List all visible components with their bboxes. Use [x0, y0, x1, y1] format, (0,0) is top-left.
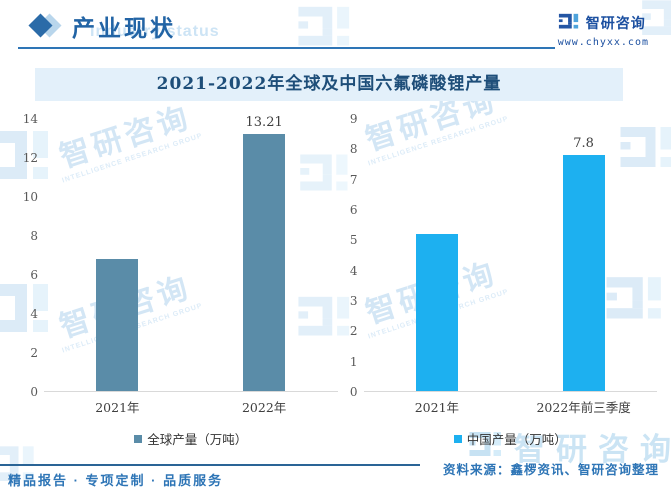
- bars-container: 7.8: [364, 119, 658, 391]
- y-tick-label: 3: [349, 294, 358, 308]
- footer-divider: [0, 464, 420, 466]
- diamond-icon: [28, 10, 62, 42]
- bar-2022年: [243, 134, 286, 391]
- x-axis-label: 2021年: [414, 400, 460, 415]
- y-tick-label: 5: [349, 233, 358, 248]
- y-tick-label: 2: [349, 324, 358, 339]
- bars-container: 13.21: [44, 115, 338, 391]
- plot-area: 13.21: [44, 115, 338, 392]
- header-divider: [18, 47, 555, 49]
- x-axis-label: 2022年: [241, 400, 287, 415]
- section-header: Industry status 产业现状: [28, 8, 219, 44]
- y-tick-label: 4: [349, 263, 358, 278]
- plot-area: 7.8: [363, 119, 658, 392]
- chart-title-band: 2021-2022年全球及中国六氟磷酸锂产量: [35, 68, 623, 101]
- y-tick-label: 9: [349, 112, 358, 126]
- bar-2022年前三季度: [562, 155, 605, 391]
- chart-global-production: 0 2 4 6 8 10 12 14 13.21 2021年 2022年 全球产量（万吨）: [18, 111, 338, 448]
- legend-label: 全球产量（万吨）: [147, 432, 248, 447]
- section-title: 产业现状: [72, 15, 176, 41]
- y-tick-label: 2: [30, 346, 38, 360]
- y-tick-label: 8: [349, 142, 358, 157]
- x-axis-label: 2022年前三季度: [536, 400, 631, 415]
- y-tick-label: 4: [30, 307, 38, 321]
- y-tick-label: 0: [349, 385, 358, 399]
- bar-value-label: 7.8: [573, 136, 594, 152]
- x-axis-labels: 2021年 2022年: [44, 392, 338, 416]
- legend-swatch: [134, 434, 143, 443]
- bar-2021年: [415, 233, 458, 391]
- bar-slot: 7.8: [510, 119, 657, 391]
- x-axis-label: 2021年: [95, 400, 140, 415]
- chart-title: 2021-2022年全球及中国六氟磷酸锂产量: [156, 74, 502, 94]
- y-tick-label: 12: [22, 151, 38, 165]
- chart-china-production: 0 1 2 3 4 5 6 7 8 9 7.8 2021年 2022年前三季度 中国产量（万吨）: [338, 111, 658, 448]
- brand-url: www.chyxx.com: [557, 37, 649, 48]
- y-axis: 0 2 4 6 8 10 12 14: [18, 112, 44, 399]
- footer-services-text: 精品报告 · 专项定制 · 品质服务: [8, 473, 224, 488]
- y-tick-label: 8: [30, 229, 38, 243]
- y-axis: 0 1 2 3 4 5 6 7 8 9: [338, 112, 364, 399]
- bar-2021年: [96, 258, 139, 391]
- data-source-note: 资料来源：鑫椤资讯、智研咨询整理: [442, 463, 659, 477]
- legend-swatch: [453, 434, 462, 443]
- header-ghost-text: Industry status: [90, 23, 220, 40]
- bar-value-label: 13.21: [245, 115, 283, 131]
- bar-slot: [364, 119, 511, 391]
- y-tick-label: 10: [22, 190, 38, 204]
- x-axis-labels: 2021年 2022年前三季度: [364, 392, 658, 416]
- y-tick-label: 6: [349, 203, 358, 217]
- bar-slot: [44, 119, 191, 391]
- page-header: Industry status 产业现状 智研咨询 www.chyxx.com: [0, 0, 671, 50]
- bar-slot: 13.21: [191, 115, 338, 391]
- y-tick-label: 14: [22, 112, 38, 126]
- y-tick-label: 0: [30, 385, 38, 399]
- brand-logo-block: 智研咨询 www.chyxx.com: [558, 12, 649, 48]
- y-tick-label: 6: [30, 268, 38, 282]
- zhiyan-logo-icon: [558, 12, 580, 34]
- brand-name: 智研咨询: [585, 15, 646, 31]
- legend-china: 中国产量（万吨）: [364, 429, 658, 448]
- legend-label: 中国产量（万吨）: [466, 432, 567, 447]
- y-tick-label: 1: [349, 354, 358, 369]
- y-tick-label: 7: [349, 172, 358, 187]
- legend-global: 全球产量（万吨）: [44, 429, 338, 448]
